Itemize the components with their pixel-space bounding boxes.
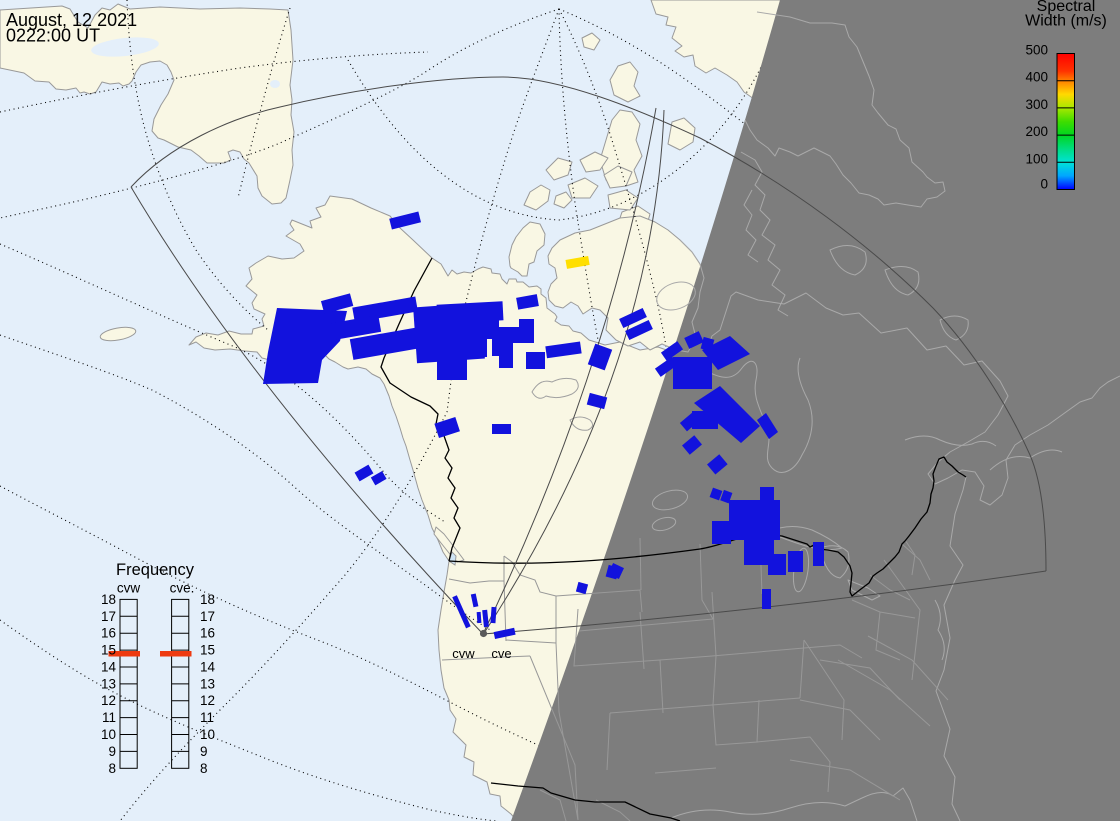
svg-text:200: 200 (1025, 124, 1048, 139)
svg-text:18: 18 (200, 592, 215, 607)
svg-text:8: 8 (200, 761, 208, 776)
svg-text:12: 12 (200, 693, 215, 708)
svg-text:12: 12 (101, 693, 116, 708)
svg-text:10: 10 (101, 727, 116, 742)
svg-text:August, 12 2021: August, 12 2021 (6, 10, 137, 30)
svg-text:9: 9 (200, 744, 208, 759)
svg-text:17: 17 (101, 609, 116, 624)
svg-text:400: 400 (1025, 70, 1048, 85)
svg-text:18: 18 (101, 592, 116, 607)
svg-text:cve.: cve. (170, 581, 195, 596)
svg-text:13: 13 (200, 676, 215, 691)
svg-text:100: 100 (1025, 151, 1048, 166)
svg-text:0222:00 UT: 0222:00 UT (6, 26, 100, 46)
svg-text:cve: cve (491, 646, 511, 661)
svg-text:10: 10 (200, 727, 215, 742)
svg-text:11: 11 (102, 710, 116, 725)
svg-text:Spectral: Spectral (1037, 0, 1096, 15)
svg-text:300: 300 (1025, 97, 1048, 112)
svg-text:16: 16 (200, 626, 215, 641)
svg-text:14: 14 (200, 660, 216, 675)
svg-text:17: 17 (200, 609, 215, 624)
svg-text:500: 500 (1025, 43, 1048, 58)
svg-text:13: 13 (101, 676, 116, 691)
svg-text:Frequency: Frequency (116, 561, 195, 579)
svg-text:cvw: cvw (117, 581, 141, 596)
svg-text:15: 15 (200, 643, 215, 658)
svg-text:16: 16 (101, 626, 116, 641)
svg-text:cvw: cvw (452, 646, 475, 661)
svg-text:15: 15 (101, 643, 116, 658)
svg-text:0: 0 (1040, 177, 1048, 192)
svg-text:Width (m/s): Width (m/s) (1025, 13, 1107, 30)
svg-text:9: 9 (108, 744, 116, 759)
svg-text:11: 11 (200, 710, 214, 725)
svg-text:14: 14 (101, 660, 117, 675)
svg-text:8: 8 (108, 761, 116, 776)
